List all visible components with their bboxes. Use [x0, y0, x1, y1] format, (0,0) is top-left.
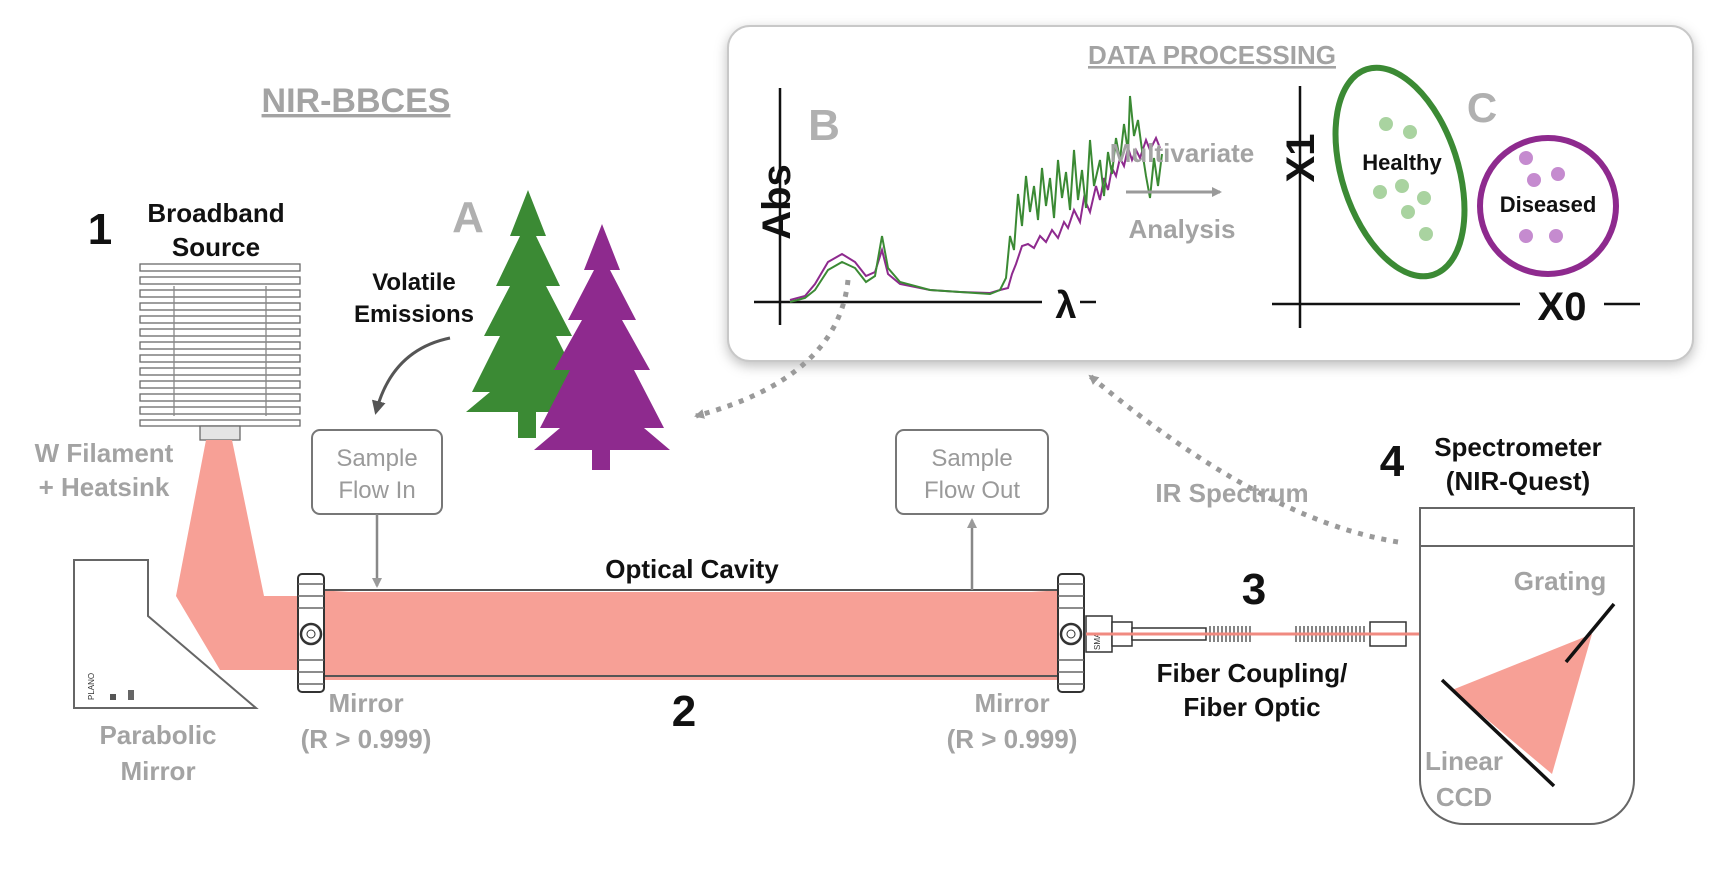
- fiber-line1: Fiber Coupling/: [1157, 658, 1348, 688]
- mirror-left-mount: [297, 573, 325, 693]
- sample-out-line1: Sample: [931, 445, 1012, 472]
- panel-b-xlabel: λ: [1055, 285, 1076, 327]
- diseased-cluster-circle: [1477, 135, 1619, 277]
- spectrum-trace-diseased: [789, 135, 1161, 301]
- healthy-cluster-ellipse: [1332, 64, 1468, 280]
- optical-cavity: [322, 589, 1058, 677]
- cavity-number: 2: [672, 687, 696, 736]
- filament-line2: + Heatsink: [39, 472, 170, 502]
- spectrum-to-trees-arrow: [694, 279, 851, 419]
- sample-in-line1: Sample: [336, 445, 417, 472]
- spectrometer-line1: Spectrometer: [1434, 432, 1602, 462]
- panel-c-letter: C: [1467, 84, 1497, 131]
- healthy-dots: [1373, 117, 1433, 241]
- fiber-line2: Fiber Optic: [1183, 692, 1320, 722]
- panel-c-xlabel: X0: [1538, 285, 1587, 329]
- heatsink: [139, 263, 301, 441]
- mirror-right-line1: Mirror: [974, 688, 1049, 718]
- mirror-right-mount: [1057, 573, 1085, 693]
- spectrometer-number: 4: [1380, 437, 1405, 486]
- mirror-left-line2: (R > 0.999): [301, 724, 432, 754]
- grating-element: [1564, 602, 1616, 664]
- diseased-dots: [1519, 151, 1565, 243]
- ir-spectrum-label: IR Spectrum: [1155, 478, 1308, 508]
- emissions-arrow: [371, 336, 451, 415]
- panel-b-ylabel: Abs: [755, 164, 799, 240]
- sample-out-line2: Flow Out: [924, 477, 1020, 504]
- parabolic-mirror: PLANO: [73, 559, 259, 709]
- panel-c-ylabel: X1: [1279, 134, 1323, 183]
- sample-flow-out-box: [895, 429, 1049, 515]
- spectrometer-line2: (NIR-Quest): [1446, 466, 1590, 496]
- analysis-line1: Multivariate: [1110, 138, 1255, 168]
- parabolic-line1: Parabolic: [99, 720, 216, 750]
- mirror-left-line1: Mirror: [328, 688, 403, 718]
- mirror-right-line2: (R > 0.999): [947, 724, 1078, 754]
- grating-label: Grating: [1514, 566, 1606, 596]
- svg-text:PLANO: PLANO: [87, 673, 96, 700]
- ir-spectrum-arrow: [1088, 374, 1399, 545]
- dispersed-light: [1452, 634, 1592, 774]
- trees-letter: A: [452, 193, 484, 242]
- panel-b-spectrum: Abs λ B: [754, 88, 1163, 327]
- emissions-line1: Volatile: [372, 269, 456, 296]
- healthy-label: Healthy: [1362, 150, 1442, 175]
- analysis-line2: Analysis: [1129, 214, 1236, 244]
- cavity-label: Optical Cavity: [605, 554, 779, 584]
- parabolic-line2: Mirror: [120, 756, 195, 786]
- sample-in-line2: Flow In: [338, 477, 415, 504]
- emissions-line2: Emissions: [354, 301, 474, 328]
- diseased-tree: [534, 224, 670, 470]
- cavity-beam: [318, 590, 1062, 672]
- ccd-line2: CCD: [1436, 782, 1492, 812]
- linear-ccd-element: [1440, 678, 1556, 788]
- fiber-optic: SMA: [1085, 615, 1596, 653]
- source-name-line2: Source: [172, 232, 260, 262]
- diseased-label: Diseased: [1500, 192, 1597, 217]
- filament-line1: W Filament: [35, 438, 174, 468]
- ccd-line1: Linear: [1425, 746, 1503, 776]
- spectrum-trace-healthy: [789, 95, 1163, 303]
- source-name-line1: Broadband: [147, 198, 284, 228]
- source-number: 1: [88, 205, 112, 254]
- healthy-tree: [466, 190, 590, 438]
- svg-text:SMA: SMA: [1093, 632, 1102, 650]
- main-title: NIR-BBCES: [262, 82, 451, 120]
- data-processing-title: DATA PROCESSING: [1088, 40, 1336, 70]
- panel-b-letter: B: [808, 101, 840, 150]
- fiber-number: 3: [1242, 565, 1266, 614]
- data-processing-panel: DATA PROCESSING Abs λ B Multivariate Ana…: [727, 25, 1694, 362]
- panel-c-scatter: X1 X0 C Healthy Diseased: [1272, 64, 1640, 329]
